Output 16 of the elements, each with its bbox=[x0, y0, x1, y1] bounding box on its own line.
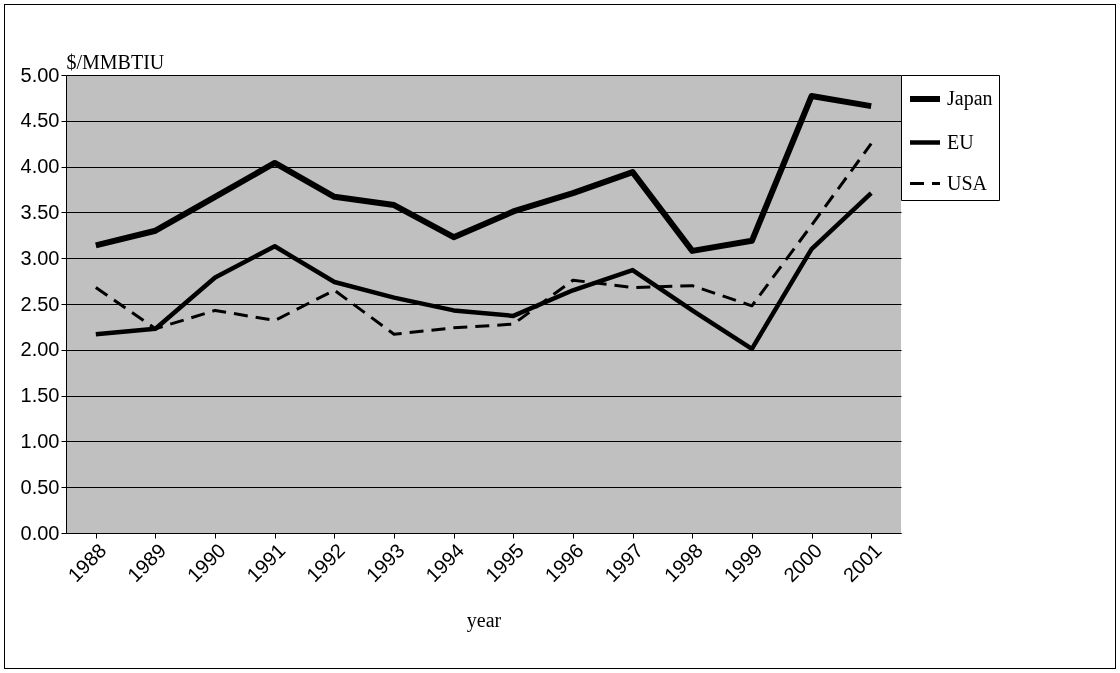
y-tick-label: 0.00 bbox=[20, 521, 60, 544]
y-tick-label: 0.50 bbox=[20, 475, 60, 498]
x-axis-title: year bbox=[466, 609, 502, 633]
y-tick-label: 2.00 bbox=[20, 338, 60, 361]
legend-label: Japan bbox=[947, 87, 993, 110]
y-tick-label: 1.00 bbox=[20, 429, 60, 452]
y-tick-label: 4.00 bbox=[20, 155, 60, 178]
y-tick-label: 1.50 bbox=[20, 384, 60, 407]
y-axis-title: $/MMBTIU bbox=[66, 50, 165, 73]
y-tick-label: 3.00 bbox=[20, 246, 60, 269]
y-tick-label: 3.50 bbox=[20, 200, 60, 223]
y-tick-label: 5.00 bbox=[20, 63, 60, 86]
legend-label: USA bbox=[947, 171, 988, 194]
legend-label: EU bbox=[947, 130, 975, 153]
y-tick-label: 4.50 bbox=[20, 109, 60, 132]
y-tick-label: 2.50 bbox=[20, 292, 60, 315]
